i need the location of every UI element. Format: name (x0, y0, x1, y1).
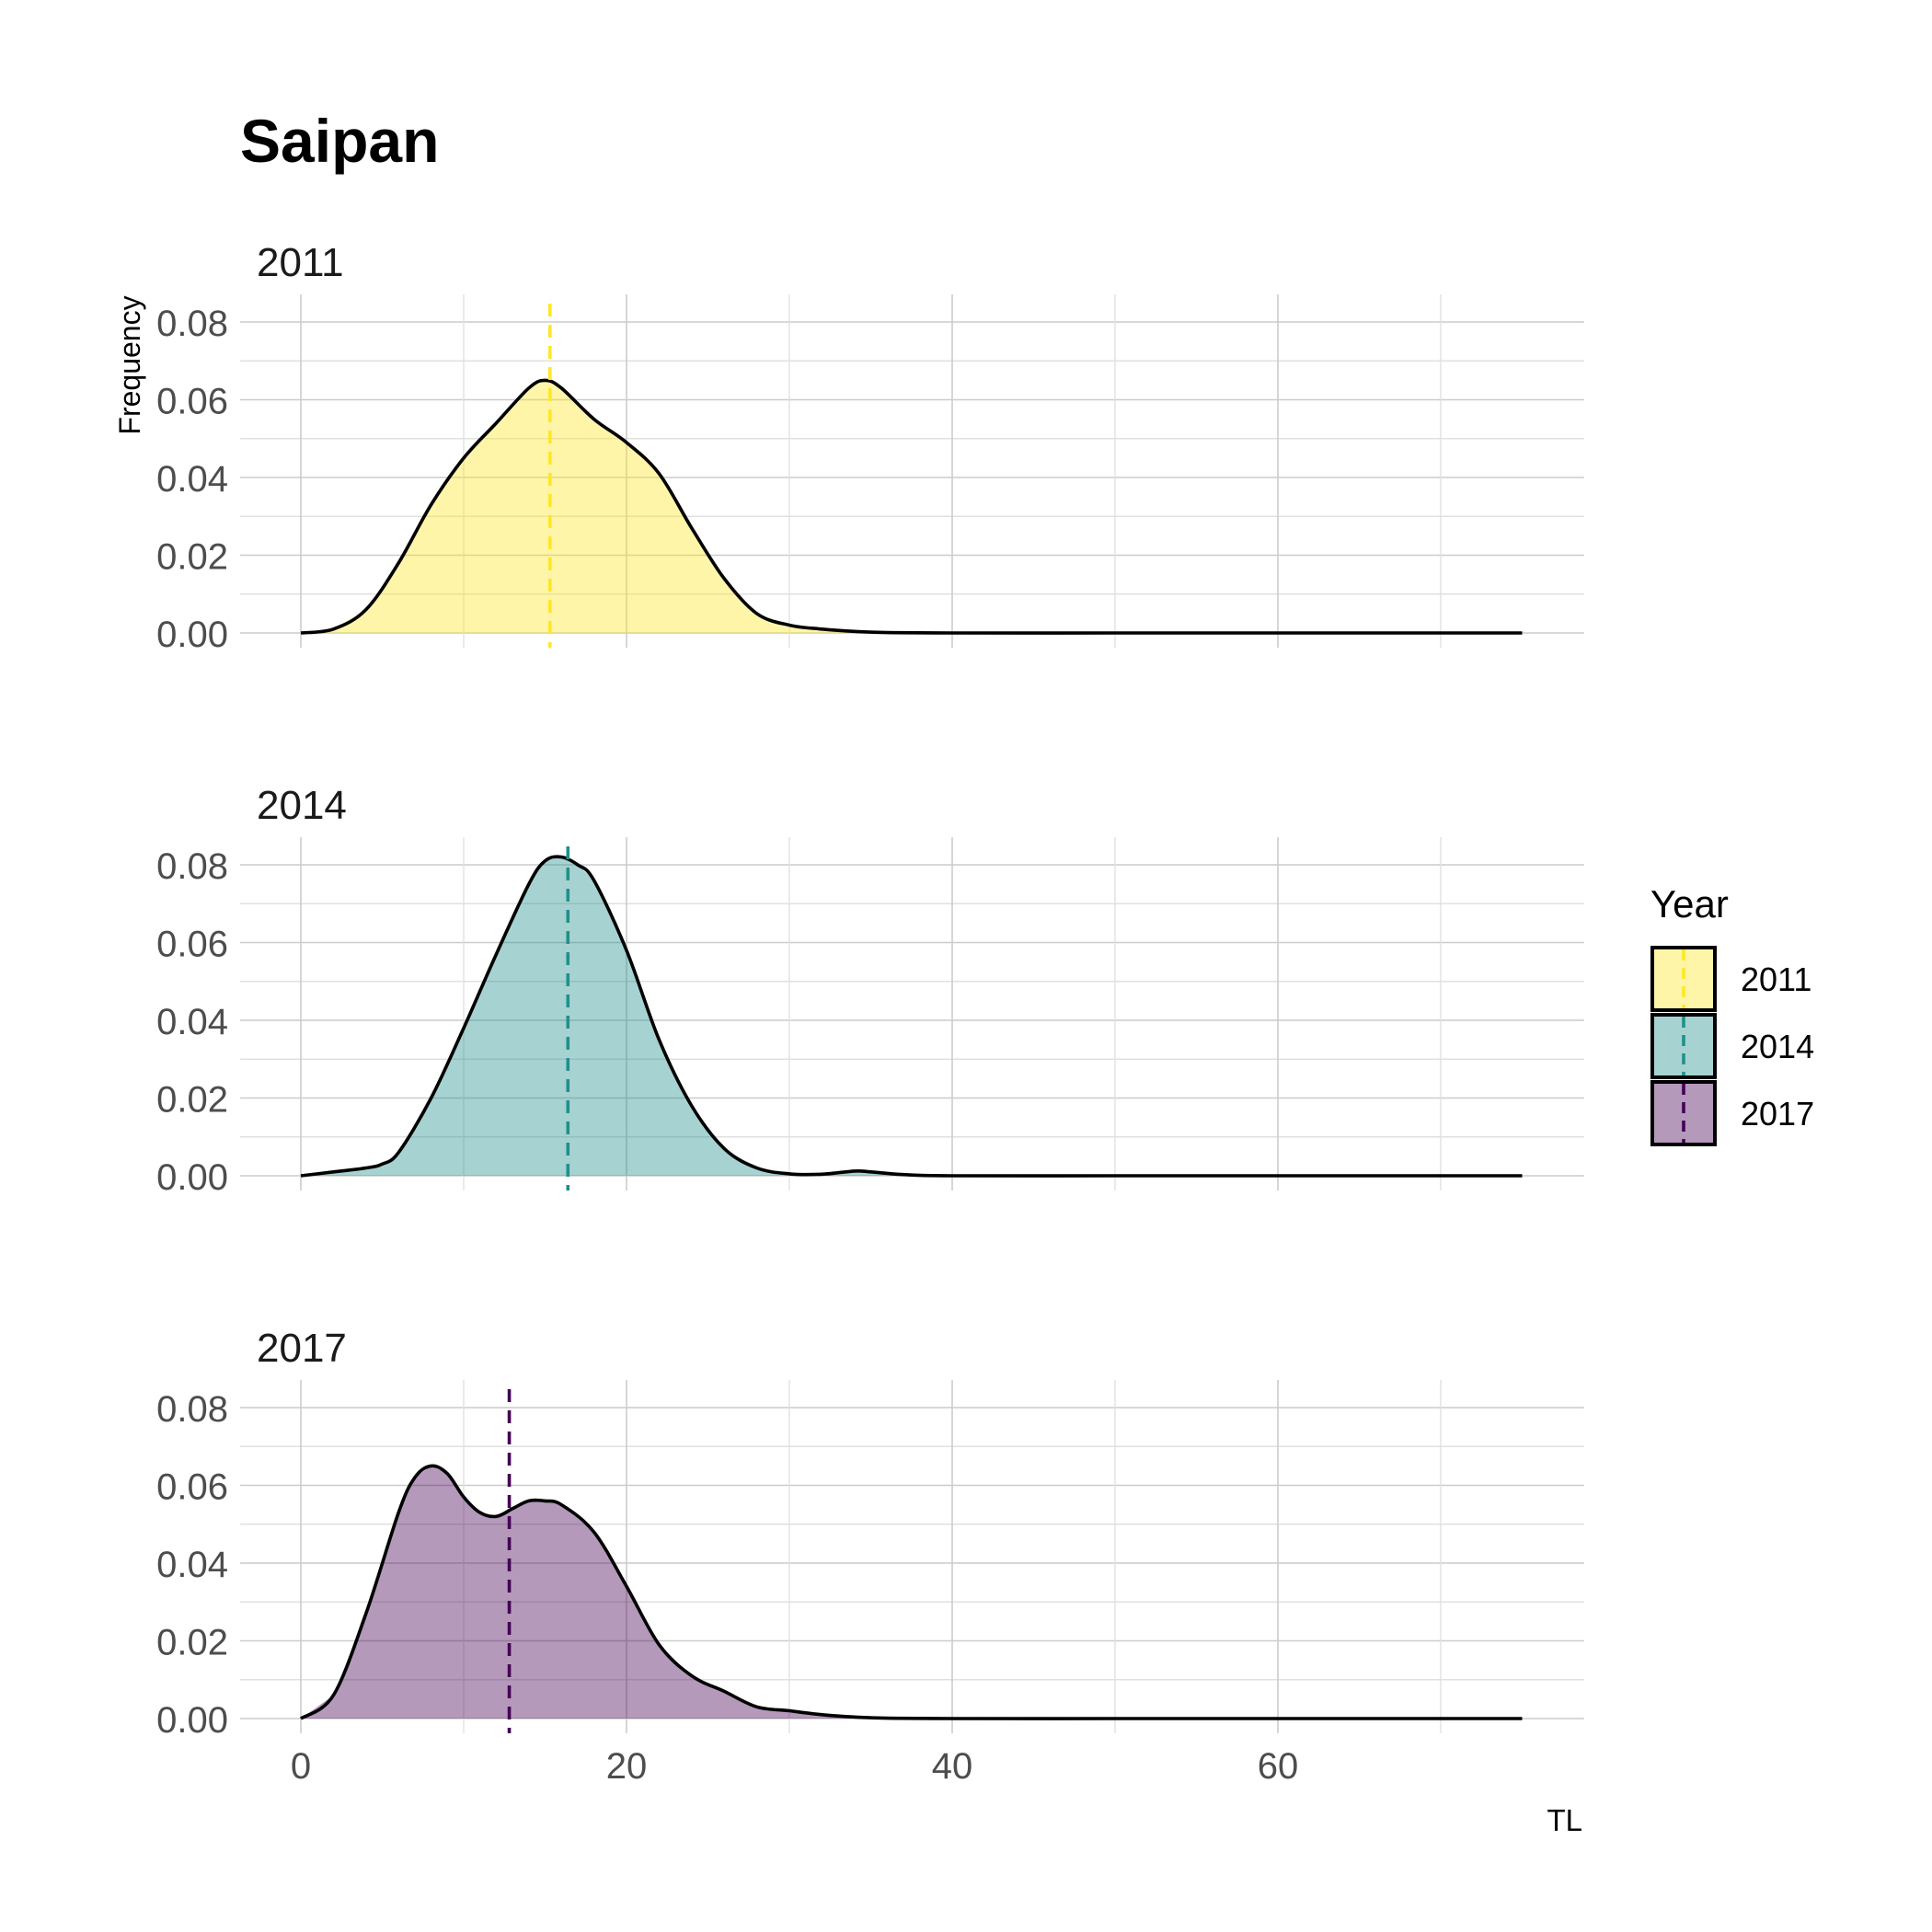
y-tick-label: 0.04 (156, 459, 228, 500)
y-tick-label: 0.08 (156, 1389, 228, 1430)
density-area-2014 (301, 857, 1523, 1176)
x-tick-label: 60 (1258, 1746, 1299, 1787)
x-tick-label: 20 (606, 1746, 648, 1787)
facet-strip-label: 2011 (257, 240, 344, 285)
x-tick-label: 0 (291, 1746, 311, 1787)
y-tick-label: 0.06 (156, 925, 228, 965)
y-tick-label: 0.08 (156, 846, 228, 887)
y-tick-label: 0.02 (156, 1623, 228, 1663)
density-line-2017 (299, 1464, 1523, 1720)
legend-label: 2011 (1741, 960, 1811, 998)
y-tick-label: 0.02 (156, 537, 228, 578)
y-tick-label: 0.02 (156, 1080, 228, 1121)
x-axis-label: TL (1547, 1803, 1582, 1837)
facet-panel-2014: 2014 0.00 0.02 0.04 0.06 0.08 (156, 783, 1584, 1198)
legend-key (1650, 1013, 1717, 1079)
legend-item-2011: 2011 (1650, 946, 1811, 1012)
facet-panels: 2011 0.00 0.02 0.04 0.06 0.08 2014 0.00 0.02 0.04… (156, 240, 1584, 1787)
density-area-2017 (301, 1466, 1523, 1719)
facet-strip-label: 2014 (257, 783, 347, 828)
y-axis-label: Frequency (113, 295, 146, 434)
facet-panel-2017: 2017 0.00 0.02 0.04 0.06 0.08 (156, 1326, 1584, 1741)
y-tick-label: 0.04 (156, 1002, 228, 1042)
y-tick-label: 0.06 (156, 382, 228, 422)
density-line-2014 (300, 855, 1523, 1178)
legend-label: 2017 (1741, 1095, 1814, 1133)
legend-title: Year (1650, 882, 1729, 926)
y-tick-label: 0.06 (156, 1467, 228, 1508)
facet-strip-label: 2017 (257, 1326, 347, 1371)
facet-panel-2011: 2011 0.00 0.02 0.04 0.06 0.08 (156, 240, 1584, 655)
legend-label: 2014 (1741, 1028, 1814, 1065)
density-line-2011 (300, 378, 1523, 635)
density-area-2011 (301, 380, 1523, 633)
legend-item-2017: 2017 (1650, 1080, 1814, 1146)
y-tick-label: 0.08 (156, 304, 228, 344)
chart-title: Saipan (240, 107, 439, 175)
y-tick-label: 0.00 (156, 615, 228, 655)
y-tick-label: 0.00 (156, 1157, 228, 1198)
y-tick-label: 0.00 (156, 1700, 228, 1741)
y-tick-label: 0.04 (156, 1545, 228, 1585)
x-tick-label: 40 (932, 1746, 973, 1787)
legend-item-2014: 2014 (1650, 1013, 1814, 1079)
legend: Year 2011 2014 2017 (1650, 882, 1814, 1146)
